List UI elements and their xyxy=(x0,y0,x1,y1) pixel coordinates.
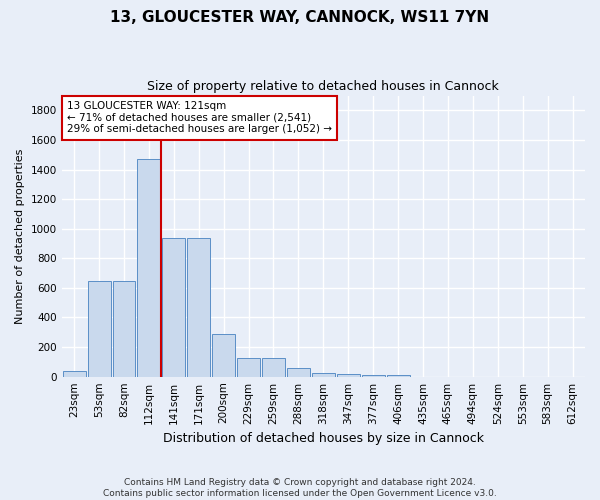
Bar xyxy=(337,374,360,376)
Bar xyxy=(187,238,210,376)
Bar xyxy=(262,358,285,376)
Bar xyxy=(62,371,86,376)
Bar xyxy=(113,280,136,376)
Text: Contains HM Land Registry data © Crown copyright and database right 2024.
Contai: Contains HM Land Registry data © Crown c… xyxy=(103,478,497,498)
Title: Size of property relative to detached houses in Cannock: Size of property relative to detached ho… xyxy=(148,80,499,93)
Bar xyxy=(386,375,410,376)
Bar xyxy=(237,358,260,376)
Bar xyxy=(88,280,110,376)
Bar xyxy=(287,368,310,376)
Bar xyxy=(212,334,235,376)
Y-axis label: Number of detached properties: Number of detached properties xyxy=(15,148,25,324)
Bar xyxy=(362,375,385,376)
Text: 13, GLOUCESTER WAY, CANNOCK, WS11 7YN: 13, GLOUCESTER WAY, CANNOCK, WS11 7YN xyxy=(110,10,490,25)
Bar xyxy=(163,238,185,376)
Bar xyxy=(312,373,335,376)
Bar xyxy=(137,159,160,376)
Text: 13 GLOUCESTER WAY: 121sqm
← 71% of detached houses are smaller (2,541)
29% of se: 13 GLOUCESTER WAY: 121sqm ← 71% of detac… xyxy=(67,101,332,134)
X-axis label: Distribution of detached houses by size in Cannock: Distribution of detached houses by size … xyxy=(163,432,484,445)
